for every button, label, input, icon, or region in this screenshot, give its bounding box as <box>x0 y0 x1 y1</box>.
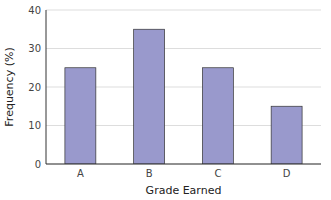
x-tick-label: A <box>77 168 84 179</box>
bar <box>65 68 96 164</box>
grid-line <box>46 164 321 165</box>
y-axis-line <box>46 10 47 164</box>
bar <box>202 68 233 164</box>
y-tick-label: 30 <box>28 43 41 54</box>
y-tick-label: 10 <box>28 120 41 131</box>
y-tick-label: 0 <box>35 159 41 170</box>
bar <box>134 29 165 164</box>
grid-line <box>46 48 321 49</box>
x-tick-label: B <box>146 168 153 179</box>
x-axis-label: Grade Earned <box>146 184 222 197</box>
y-tick-label: 20 <box>28 82 41 93</box>
grid-line <box>46 10 321 11</box>
y-tick-label: 40 <box>28 5 41 16</box>
chart: 0 10 20 30 40 A B C D Grade Earned Frequency (%) <box>0 0 331 200</box>
x-tick-label: D <box>283 168 291 179</box>
bars <box>65 29 302 164</box>
y-axis-label: Frequency (%) <box>3 47 16 126</box>
x-tick-label: C <box>214 168 221 179</box>
x-axis-line <box>46 164 321 165</box>
bar <box>271 106 302 164</box>
